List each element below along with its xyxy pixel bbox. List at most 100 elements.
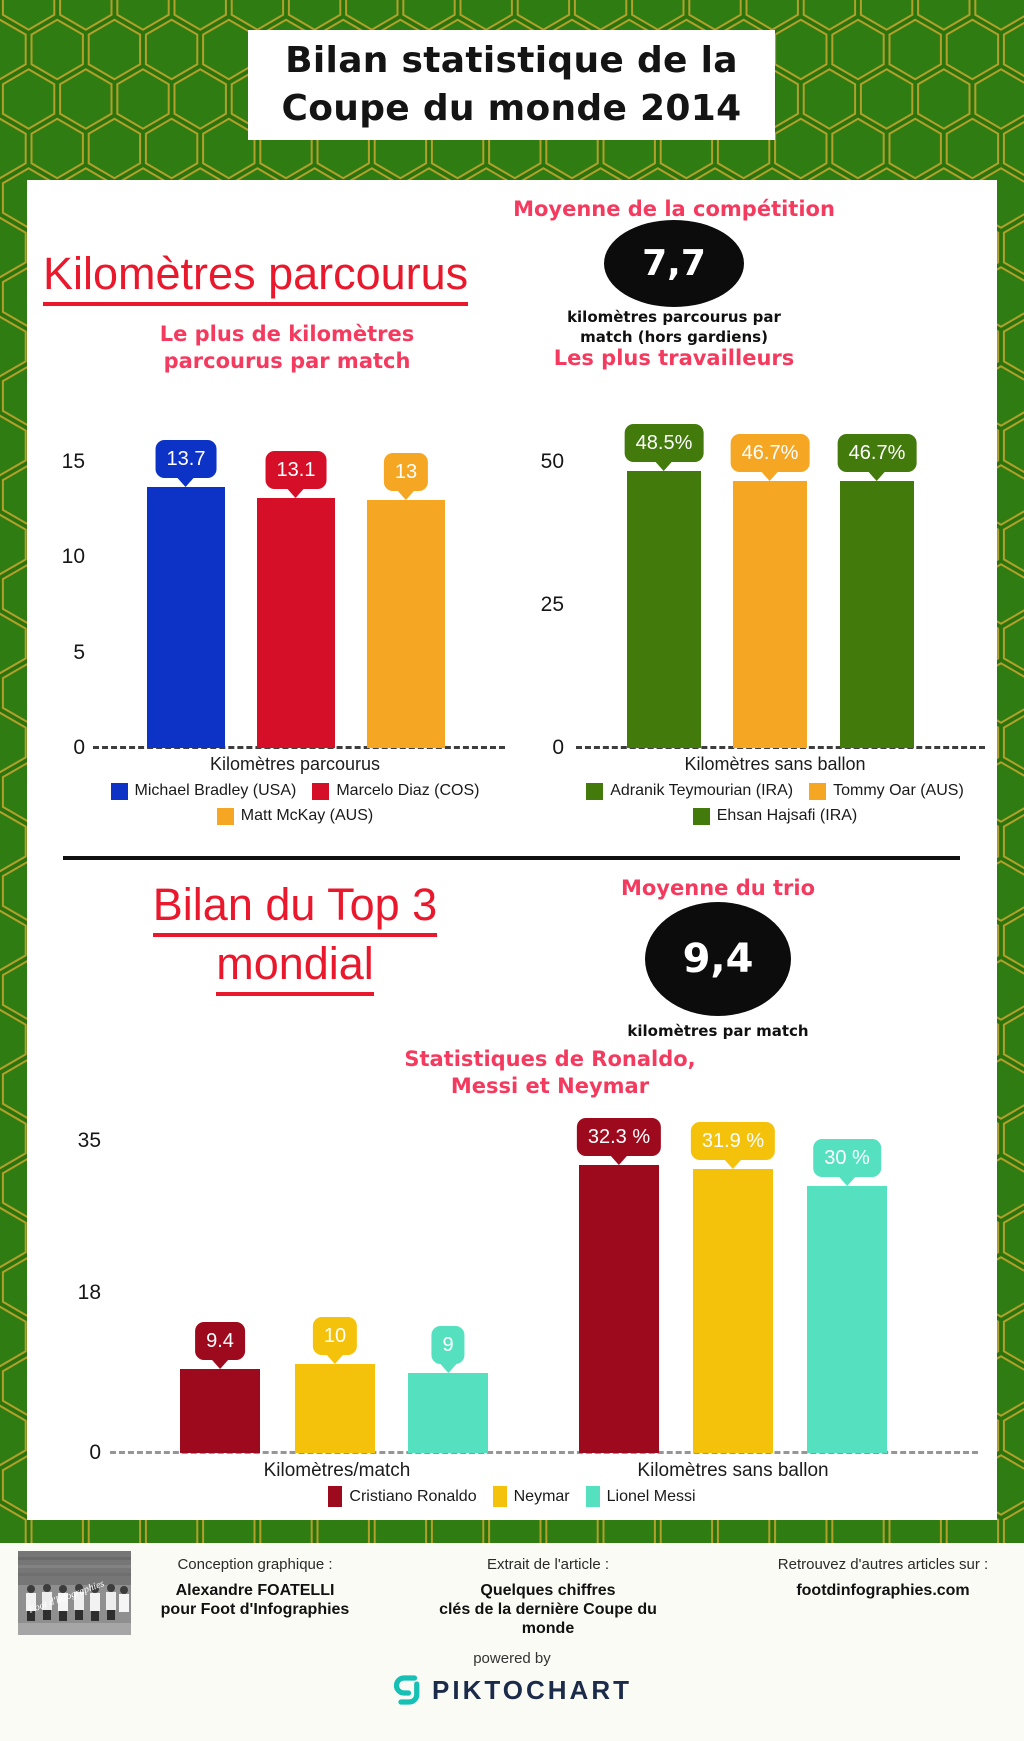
value-label: 13: [383, 453, 429, 491]
team-photo: Foot d'Infographies: [18, 1551, 131, 1635]
chart1-legend: Michael Bradley (USA) Marcelo Diaz (COS) M…: [80, 782, 510, 825]
legend-label: Lionel Messi: [606, 1487, 696, 1505]
chart3-title: Statistiques de Ronaldo, Messi et Neymar: [404, 1047, 696, 1099]
footer-article-column: Extrait de l'article : Quelques chiffres…: [428, 1556, 668, 1639]
bar-ehsan-hajsafi-ira: [840, 481, 914, 748]
callout-pointer: [178, 478, 194, 487]
powered-by-label: powered by: [473, 1650, 551, 1667]
bar-lionel-messi-kilom-tres-sans-ballon: [807, 1186, 887, 1453]
y-tick-18: 18: [77, 1281, 101, 1304]
y-tick-25: 25: [540, 593, 564, 616]
footer-credit-column: Conception graphique : Alexandre FOATELL…: [150, 1556, 360, 1620]
legend-label: Adranik Teymourian (IRA): [610, 782, 794, 799]
trio-average-caption: kilomètres par match: [627, 1022, 809, 1040]
legend-item-marcelo-diaz-cos: Marcelo Diaz (COS): [312, 782, 479, 800]
legend-swatch: [692, 807, 710, 825]
footer-credit-title: Conception graphique :: [177, 1556, 333, 1573]
legend-item-ehsan-hajsafi-ira: Ehsan Hajsafi (IRA): [692, 807, 858, 825]
legend-item-michael-bradley-usa: Michael Bradley (USA): [110, 782, 297, 800]
bar-adranik-teymourian-ira: [627, 471, 701, 748]
legend-label: Michael Bradley (USA): [134, 782, 297, 799]
y-tick-35: 35: [77, 1129, 101, 1152]
competition-average-title: Moyenne de la compétition: [513, 197, 835, 221]
group-label-kilom-tres-sans-ballon: Kilomètres sans ballon: [637, 1460, 829, 1481]
y-tick-10: 10: [61, 545, 85, 568]
legend-swatch: [110, 782, 128, 800]
bar-marcelo-diaz-cos: [257, 498, 335, 748]
bar-neymar-kilom-tres-match: [295, 1364, 375, 1453]
footer-website-url[interactable]: footdinfographies.com: [796, 1582, 970, 1599]
value-label: 32.3 %: [576, 1118, 662, 1156]
value-callout-tommy-oar-aus: 46.7%: [730, 434, 810, 481]
trio-average-value: 9,4: [682, 936, 754, 982]
legend-label: Tommy Oar (AUS): [833, 782, 964, 799]
legend-swatch: [328, 1486, 343, 1507]
legend-label: Ehsan Hajsafi (IRA): [716, 807, 858, 824]
callout-pointer: [610, 1156, 627, 1165]
piktochart-wordmark: PIKTOCHART: [432, 1674, 632, 1705]
legend-label: Marcelo Diaz (COS): [336, 782, 480, 799]
legend-swatch: [809, 782, 827, 800]
section-divider: [63, 856, 960, 860]
value-label: 9.4: [195, 1322, 245, 1360]
value-callout-neymar-kilom-tres-sans-ballon: 31.9 %: [690, 1122, 776, 1169]
value-label: 48.5%: [624, 424, 704, 462]
y-tick-0: 0: [73, 736, 85, 759]
footer-panel: [0, 1543, 1024, 1741]
x-axis-baseline: [110, 1451, 978, 1454]
value-callout-cristiano-ronaldo-kilom-tres-match: 9.4: [195, 1322, 245, 1369]
bar-michael-bradley-usa: [147, 487, 225, 748]
callout-pointer: [656, 462, 672, 471]
value-label: 13.7: [155, 440, 217, 478]
value-label: 13.1: [265, 451, 327, 489]
value-label: 10: [312, 1317, 358, 1355]
trio-average-title: Moyenne du trio: [620, 876, 816, 900]
x-axis-label: Kilomètres sans ballon: [684, 754, 866, 774]
bar-tommy-oar-aus: [733, 481, 807, 748]
chart1-title: Le plus de kilomètres parcourus par matc…: [159, 322, 415, 373]
title-line-1: Bilan statistique de la: [285, 40, 738, 82]
callout-pointer: [724, 1160, 741, 1169]
bar-matt-mckay-aus: [367, 500, 445, 748]
chart3-legend: Cristiano Ronaldo Neymar Lionel Messi: [212, 1486, 812, 1507]
footer-website-column: Retrouvez d'autres articles sur : footdi…: [733, 1556, 1024, 1601]
footer-article-title: Extrait de l'article :: [486, 1556, 610, 1573]
trio-average-badge: 9,4: [645, 902, 791, 1016]
bar-lionel-messi-kilom-tres-match: [408, 1373, 488, 1453]
title-line-2: Coupe du monde 2014: [281, 88, 742, 129]
value-label: 9: [431, 1326, 465, 1364]
value-callout-matt-mckay-aus: 13: [383, 453, 429, 500]
x-axis-label: Kilomètres parcourus: [209, 754, 381, 774]
callout-pointer: [762, 472, 778, 481]
competition-average-value: 7,7: [642, 243, 706, 284]
value-callout-lionel-messi-kilom-tres-match: 9: [431, 1326, 465, 1373]
legend-swatch: [586, 782, 604, 800]
chart2-title: Les plus travailleurs: [553, 346, 795, 370]
title-box: Bilan statistique de la Coupe du monde 2…: [248, 30, 775, 140]
piktochart-icon: [393, 1675, 420, 1705]
callout-pointer: [327, 1355, 343, 1364]
group-label-kilom-tres-match: Kilomètres/match: [263, 1460, 411, 1481]
legend-item-cristiano-ronaldo: Cristiano Ronaldo: [328, 1486, 477, 1507]
legend-item-adranik-teymourian-ira: Adranik Teymourian (IRA): [586, 782, 793, 800]
value-callout-michael-bradley-usa: 13.7: [155, 440, 217, 487]
legend-item-matt-mckay-aus: Matt McKay (AUS): [216, 807, 373, 825]
value-callout-cristiano-ronaldo-kilom-tres-sans-ballon: 32.3 %: [576, 1118, 662, 1165]
callout-pointer: [398, 491, 414, 500]
section-heading-top3: Bilan du Top 3 mondial: [95, 878, 495, 997]
y-tick-15: 15: [61, 450, 85, 473]
legend-item-neymar: Neymar: [492, 1486, 570, 1507]
legend-swatch: [492, 1486, 507, 1507]
y-tick-0: 0: [552, 736, 564, 759]
value-label: 46.7%: [837, 434, 917, 472]
value-label: 46.7%: [730, 434, 810, 472]
y-tick-0: 0: [89, 1441, 101, 1464]
callout-pointer: [212, 1360, 228, 1369]
legend-swatch: [312, 782, 330, 800]
competition-average-badge: 7,7: [604, 220, 744, 307]
value-callout-lionel-messi-kilom-tres-sans-ballon: 30 %: [813, 1139, 881, 1186]
callout-pointer: [839, 1177, 855, 1186]
piktochart-logo[interactable]: PIKTOCHART: [312, 1672, 712, 1708]
callout-pointer: [440, 1364, 456, 1373]
bar-cristiano-ronaldo-kilom-tres-match: [180, 1369, 260, 1453]
